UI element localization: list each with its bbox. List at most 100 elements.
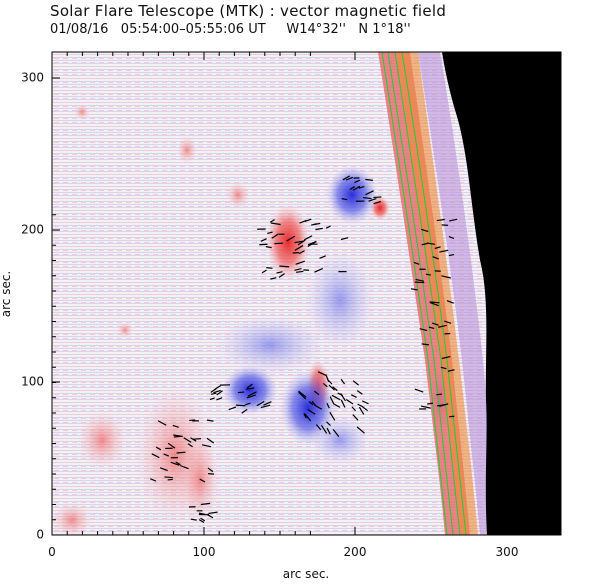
field-arrow: [356, 390, 363, 395]
negative-plage-east: [305, 250, 375, 350]
field-arrow: [298, 390, 307, 398]
field-arrow: [206, 437, 215, 444]
field-arrow: [438, 324, 447, 328]
field-arrow: [320, 425, 328, 434]
field-arrow: [286, 235, 296, 242]
field-arrow: [351, 406, 356, 412]
field-arrow: [170, 461, 180, 466]
field-arrow: [299, 219, 307, 224]
y-tick-label: 300: [21, 71, 44, 85]
obs-date: 01/08/16: [50, 22, 109, 37]
field-arrow: [155, 446, 162, 451]
field-arrow: [332, 429, 340, 437]
field-arrow: [176, 451, 186, 454]
field-arrow: [342, 175, 351, 181]
obs-time-range: 05:54:00–05:55:06 UT: [120, 22, 266, 37]
field-arrow: [439, 249, 449, 253]
positive-patch-topleft: [74, 104, 90, 120]
field-arrow: [208, 511, 218, 515]
field-arrow: [183, 437, 192, 443]
field-arrow: [358, 406, 365, 415]
field-arrow: [340, 237, 349, 241]
field-arrow: [267, 231, 273, 235]
field-arrow: [440, 366, 447, 370]
field-arrow: [298, 391, 307, 400]
field-arrow: [356, 426, 365, 434]
field-arrow: [278, 273, 285, 278]
field-arrow: [431, 322, 439, 326]
field-arrow: [340, 378, 346, 385]
field-arrow: [373, 200, 381, 205]
field-arrow: [241, 408, 248, 414]
field-arrow: [200, 517, 206, 522]
obs-latitude: N 1°18'': [358, 22, 411, 37]
x-axis-label: arc sec.: [283, 567, 329, 581]
field-arrow: [298, 250, 305, 255]
field-arrow: [207, 467, 214, 473]
negative-plage-southeast: [310, 415, 370, 465]
field-arrow: [419, 328, 428, 332]
field-arrow: [245, 402, 251, 406]
field-arrow: [368, 198, 377, 202]
field-arrow: [159, 467, 168, 472]
positive-plage-south: [180, 435, 220, 525]
field-arrow: [163, 453, 170, 457]
field-arrow: [187, 443, 193, 448]
field-arrow: [211, 392, 217, 395]
field-arrow: [297, 239, 306, 246]
field-arrow: [421, 343, 430, 346]
field-arrow: [329, 411, 336, 421]
field-arrow: [439, 403, 449, 407]
field-arrow: [432, 256, 439, 260]
y-tick-label: 100: [21, 375, 44, 389]
field-arrow: [322, 382, 328, 388]
positive-patch-mid: [226, 181, 250, 209]
field-arrow: [193, 438, 202, 440]
field-arrow: [314, 267, 324, 273]
field-arrow: [410, 288, 418, 291]
field-arrow: [157, 420, 167, 426]
field-arrow: [325, 225, 331, 229]
field-arrow: [333, 403, 341, 408]
positive-plage-far-west: [77, 410, 127, 470]
field-arrow: [270, 277, 277, 280]
field-arrow: [426, 242, 435, 245]
field-arrow: [326, 402, 330, 409]
field-arrow: [308, 401, 314, 406]
magnetogram-image: [52, 52, 561, 535]
field-arrow: [190, 518, 197, 521]
field-arrow: [315, 424, 322, 431]
field-arrow: [270, 222, 281, 226]
field-arrow: [357, 403, 364, 408]
negative-plage-mid: [215, 315, 325, 375]
field-arrow: [365, 190, 374, 196]
limb-band-orange: [395, 52, 478, 535]
field-arrow: [365, 178, 373, 181]
field-arrow: [294, 268, 302, 271]
field-arrow: [303, 413, 307, 419]
field-arrow: [294, 245, 304, 251]
field-arrow: [189, 419, 196, 422]
field-arrow: [206, 513, 214, 519]
positive-spot-leading: [266, 204, 310, 280]
field-arrow: [427, 402, 434, 405]
field-arrows: [149, 175, 458, 523]
limb-contours: [381, 52, 467, 535]
field-arrow: [175, 461, 181, 466]
field-arrow: [303, 413, 312, 422]
positive-patch-small: [117, 322, 133, 338]
field-arrow: [326, 421, 331, 426]
field-arrow: [260, 404, 271, 409]
plot-title: Solar Flare Telescope (MTK) : vector mag…: [50, 2, 447, 20]
field-arrow: [216, 390, 223, 396]
field-arrow: [345, 399, 354, 405]
field-arrow: [337, 392, 344, 397]
field-arrow: [256, 400, 265, 407]
obs-longitude: W14°32'': [286, 22, 346, 37]
field-arrow: [413, 261, 420, 265]
axis-ticks: [51, 52, 561, 536]
field-arrow: [307, 240, 317, 247]
field-arrow: [361, 406, 368, 412]
field-arrow: [341, 198, 348, 201]
